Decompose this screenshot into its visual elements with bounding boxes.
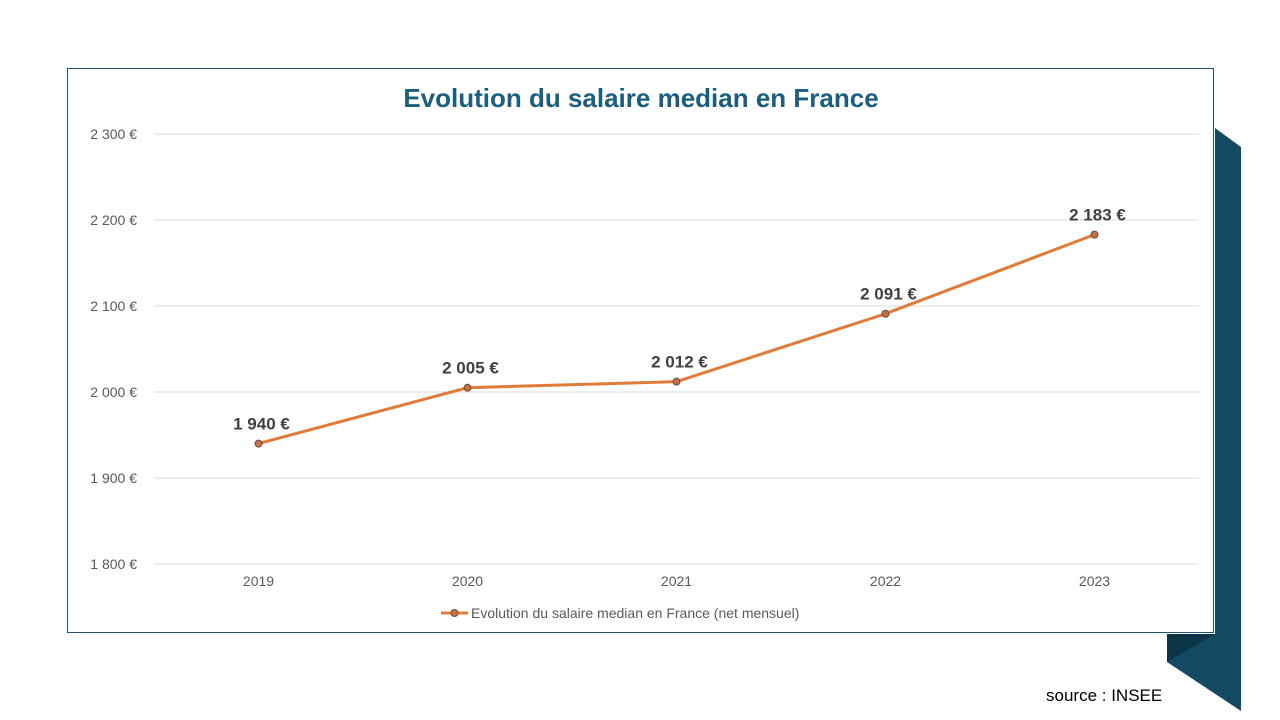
data-label: 2 183 € bbox=[1069, 206, 1126, 225]
y-tick-label: 2 200 € bbox=[90, 212, 137, 228]
line-chart: Evolution du salaire median en France 1 8… bbox=[90, 83, 1199, 621]
source-note: source : INSEE bbox=[1046, 686, 1163, 705]
y-tick-label: 1 800 € bbox=[90, 556, 137, 572]
data-label: 2 005 € bbox=[442, 359, 499, 378]
y-tick-label: 2 300 € bbox=[90, 126, 137, 142]
legend-marker bbox=[450, 609, 459, 617]
series-line bbox=[258, 233, 1096, 446]
legend-label: Evolution du salaire median en France (n… bbox=[471, 605, 799, 621]
data-label: 1 940 € bbox=[233, 415, 290, 434]
y-tick-label: 2 100 € bbox=[90, 298, 137, 314]
chart-frame: Evolution du salaire median en France 1 8… bbox=[67, 68, 1214, 633]
y-tick-label: 2 000 € bbox=[90, 384, 137, 400]
x-tick-label: 2020 bbox=[452, 573, 483, 589]
x-tick-label: 2022 bbox=[870, 573, 901, 589]
x-tick-label: 2021 bbox=[661, 573, 692, 589]
x-tick-label: 2019 bbox=[243, 573, 274, 589]
data-point bbox=[254, 439, 263, 448]
data-point bbox=[881, 309, 890, 318]
data-point bbox=[463, 383, 472, 392]
data-point bbox=[1090, 230, 1099, 239]
data-label: 2 012 € bbox=[651, 353, 708, 372]
x-tick-label: 2023 bbox=[1079, 573, 1110, 589]
y-tick-label: 1 900 € bbox=[90, 470, 137, 486]
data-point bbox=[672, 377, 681, 386]
chart-title: Evolution du salaire median en France bbox=[403, 83, 878, 113]
data-label: 2 091 € bbox=[860, 285, 917, 304]
